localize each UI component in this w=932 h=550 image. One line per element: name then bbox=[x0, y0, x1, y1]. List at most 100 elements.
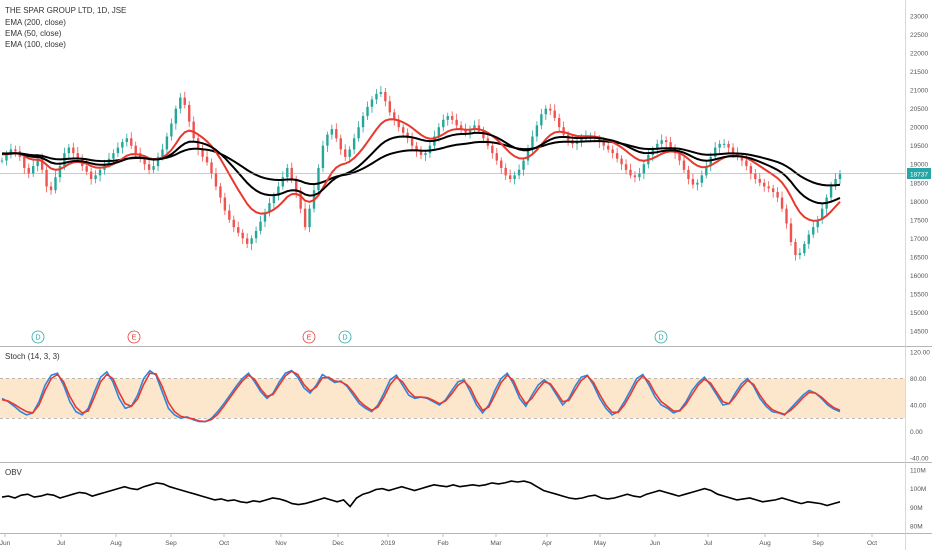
candle-body bbox=[0, 160, 4, 162]
candle-body bbox=[664, 140, 668, 143]
candle-body bbox=[700, 175, 704, 183]
candle-body bbox=[335, 129, 338, 139]
obv-tick-label: 100M bbox=[910, 486, 926, 493]
time-tick-label: Nov bbox=[275, 540, 287, 547]
obv-pane[interactable]: 110M 100M 90M 80M OBV bbox=[1, 467, 926, 531]
earnings-marker[interactable]: E bbox=[127, 330, 141, 344]
candle-body bbox=[682, 160, 686, 170]
candle-body bbox=[660, 140, 663, 144]
candle-body bbox=[446, 116, 449, 120]
candle-body bbox=[27, 167, 30, 174]
candle-body bbox=[669, 142, 672, 148]
price-tick-label: 21500 bbox=[910, 69, 928, 76]
candle-body bbox=[754, 173, 757, 180]
time-tick-label: Apr bbox=[542, 540, 553, 547]
candle-body bbox=[344, 149, 347, 157]
candle-body bbox=[607, 145, 610, 150]
candle-body bbox=[14, 149, 17, 152]
candle-body bbox=[5, 154, 8, 161]
candle-body bbox=[294, 179, 298, 193]
dividend-marker[interactable]: D bbox=[31, 330, 45, 344]
candle-body bbox=[406, 132, 409, 139]
time-tick-label: Jun bbox=[650, 540, 661, 547]
candle-body bbox=[500, 160, 503, 168]
price-tick-label: 22500 bbox=[910, 32, 928, 39]
candle-body bbox=[771, 188, 775, 193]
candle-body bbox=[303, 208, 307, 228]
candle-body bbox=[210, 162, 213, 174]
dividend-marker[interactable]: D bbox=[654, 330, 668, 344]
dividend-marker-circle bbox=[31, 330, 45, 344]
candle-body bbox=[776, 192, 779, 198]
candle-body bbox=[174, 108, 178, 124]
stoch-axis[interactable]: 120.00 80.00 40.00 0.00 -40.00 bbox=[910, 350, 930, 463]
stoch-pane[interactable]: 120.00 80.00 40.00 0.00 -40.00 Stoch (14, 3,… bbox=[0, 350, 930, 463]
candle-body bbox=[678, 153, 681, 161]
candle-body bbox=[32, 166, 35, 174]
stoch-legend[interactable]: Stoch (14, 3, 3) bbox=[5, 352, 60, 361]
candle-body bbox=[272, 195, 276, 204]
candle-body bbox=[401, 127, 405, 133]
candle-body bbox=[838, 173, 842, 180]
candle-body bbox=[820, 208, 824, 220]
candle-body bbox=[317, 167, 320, 191]
candle-body bbox=[241, 232, 244, 239]
candle-body bbox=[179, 97, 182, 109]
candle-body bbox=[763, 182, 766, 187]
candle-body bbox=[9, 149, 13, 155]
earnings-marker[interactable]: E bbox=[302, 330, 316, 344]
price-tick-label: 17000 bbox=[910, 236, 928, 243]
candle-body bbox=[263, 212, 267, 222]
candle-body bbox=[58, 166, 62, 178]
candle-body bbox=[156, 156, 160, 167]
candle-body bbox=[758, 179, 761, 183]
candle-body bbox=[161, 149, 164, 157]
candle-body bbox=[352, 138, 356, 150]
ema-lines bbox=[1, 118, 841, 222]
candle-body bbox=[807, 234, 810, 244]
candle-body bbox=[624, 164, 628, 170]
obv-axis[interactable]: 110M 100M 90M 80M bbox=[910, 467, 926, 530]
candle-body bbox=[130, 138, 133, 146]
time-tick-label: Jul bbox=[704, 540, 713, 547]
ema-50-line bbox=[1, 118, 841, 222]
candle-body bbox=[473, 125, 476, 130]
stoch-tick-label: 0.00 bbox=[910, 429, 923, 436]
price-axis[interactable]: 23000 22500 22000 21500 21000 20500 20000 19500… bbox=[910, 14, 928, 336]
stoch-tick-label: 120.00 bbox=[910, 350, 930, 357]
ema-100-legend[interactable]: EMA (100, close) bbox=[5, 40, 66, 49]
candle-body bbox=[397, 119, 400, 128]
candle-body bbox=[691, 179, 695, 185]
price-tick-label: 19000 bbox=[910, 162, 928, 169]
candle-body bbox=[388, 101, 391, 113]
ema-50-legend[interactable]: EMA (50, close) bbox=[5, 29, 62, 38]
price-tick-label: 20500 bbox=[910, 106, 928, 113]
candle-body bbox=[740, 156, 744, 161]
candle-body bbox=[375, 93, 378, 100]
candle-body bbox=[165, 136, 169, 150]
candle-body bbox=[348, 149, 351, 157]
earnings-marker-letter: E bbox=[307, 335, 312, 342]
candle-body bbox=[277, 186, 280, 196]
price-tick-label: 21000 bbox=[910, 88, 928, 95]
candle-body bbox=[357, 127, 360, 139]
obv-legend[interactable]: OBV bbox=[5, 468, 23, 477]
dividend-marker[interactable]: D bbox=[338, 330, 352, 344]
last-price-badge bbox=[907, 168, 931, 179]
candle-body bbox=[393, 112, 396, 120]
ema-200-legend[interactable]: EMA (200, close) bbox=[5, 18, 66, 27]
stoch-tick-label: 40.00 bbox=[910, 403, 927, 410]
candle-body bbox=[722, 143, 726, 145]
time-tick-label: Sep bbox=[812, 540, 824, 547]
candle-body bbox=[67, 147, 71, 154]
candle-body bbox=[98, 169, 102, 176]
candle-body bbox=[580, 138, 583, 143]
candle-body bbox=[308, 208, 311, 228]
price-pane[interactable]: 23000 22500 22000 21500 21000 20500 20000 19500… bbox=[0, 0, 931, 346]
price-tick-label: 22000 bbox=[910, 51, 928, 58]
candle-body bbox=[727, 143, 730, 148]
candle-body bbox=[482, 130, 485, 139]
time-axis[interactable]: Jun Jul Aug Sep Oct Nov Dec 2019 Feb Mar Apr May Jun… bbox=[0, 534, 877, 547]
candle-body bbox=[214, 173, 218, 187]
